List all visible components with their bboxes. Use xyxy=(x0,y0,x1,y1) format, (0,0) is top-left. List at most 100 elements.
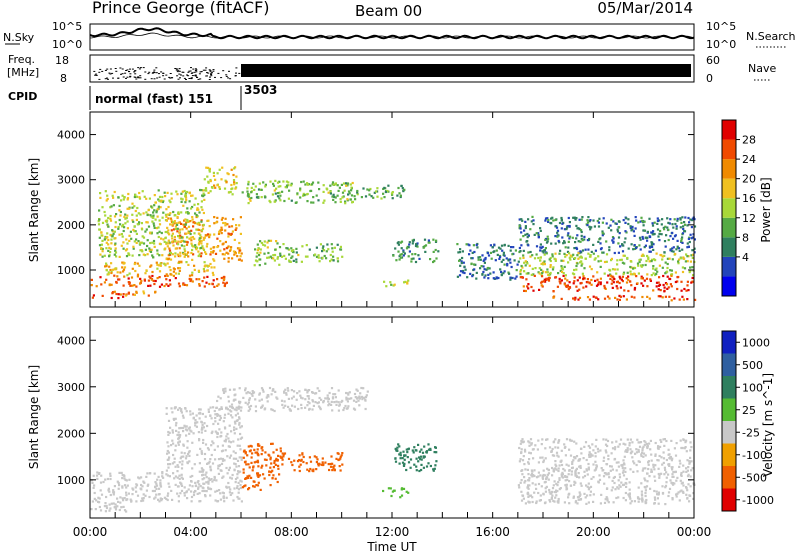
heatmap-cell xyxy=(138,264,141,267)
heatmap-cell xyxy=(238,249,241,252)
heatmap-cell xyxy=(528,458,531,461)
heatmap-cell xyxy=(331,247,334,250)
heatmap-cell xyxy=(150,232,153,235)
freq-sample xyxy=(211,72,213,74)
freq-sample xyxy=(134,73,137,75)
heatmap-cell xyxy=(558,478,561,481)
heatmap-cell xyxy=(91,481,94,484)
heatmap-cell xyxy=(298,454,301,457)
heatmap-cell xyxy=(434,464,437,467)
heatmap-cell xyxy=(509,249,512,252)
heatmap-cell xyxy=(315,468,318,471)
heatmap-cell xyxy=(126,274,129,277)
heatmap-cell xyxy=(247,180,250,183)
heatmap-cell xyxy=(183,248,186,251)
heatmap-cell xyxy=(174,225,177,228)
heatmap-cell xyxy=(544,247,547,250)
region-4 xyxy=(241,442,284,491)
heatmap-cell xyxy=(471,251,474,254)
heatmap-cell xyxy=(352,399,356,402)
heatmap-cell xyxy=(653,468,656,471)
heatmap-cell xyxy=(655,281,659,284)
freq-sample xyxy=(209,76,211,78)
heatmap-cell xyxy=(197,254,200,258)
heatmap-cell xyxy=(214,499,217,502)
heatmap-cell xyxy=(475,243,478,247)
heatmap-cell xyxy=(211,282,214,285)
region-2 xyxy=(90,274,228,288)
heatmap-cell xyxy=(321,463,324,467)
heatmap-cell xyxy=(665,481,668,484)
heatmap-cell xyxy=(633,500,636,503)
heatmap-cell xyxy=(195,214,198,217)
heatmap-cell xyxy=(547,273,550,276)
heatmap-cell xyxy=(524,220,527,223)
heatmap-cell xyxy=(539,227,542,230)
heatmap-cell xyxy=(248,474,251,477)
heatmap-cell xyxy=(208,168,211,172)
heatmap-cell xyxy=(276,397,279,400)
heatmap-cell xyxy=(114,505,117,509)
heatmap-cell xyxy=(238,224,241,227)
heatmap-cell xyxy=(97,500,100,503)
heatmap-cell xyxy=(119,210,122,214)
heatmap-cell xyxy=(689,269,692,273)
heatmap-cell xyxy=(677,258,681,261)
heatmap-cell xyxy=(535,500,538,503)
colorbar-tick-label: 100 xyxy=(742,381,763,394)
heatmap-cell xyxy=(686,224,689,227)
heatmap-cell xyxy=(330,387,334,390)
heatmap-cell xyxy=(302,192,305,195)
heatmap-cell xyxy=(427,239,430,242)
heatmap-cell xyxy=(197,269,200,272)
heatmap-cell xyxy=(119,271,122,274)
heatmap-cell xyxy=(424,244,428,247)
heatmap-cell xyxy=(405,247,409,250)
heatmap-cell xyxy=(323,254,326,258)
heatmap-cell xyxy=(539,243,542,246)
freq-sample xyxy=(228,70,230,72)
heatmap-cell xyxy=(125,498,128,502)
velocity-panel-frame xyxy=(89,316,695,519)
heatmap-cell xyxy=(489,272,492,275)
heatmap-cell xyxy=(176,230,179,233)
heatmap-cell xyxy=(199,255,203,258)
heatmap-cell xyxy=(292,259,295,262)
heatmap-cell xyxy=(475,271,478,274)
heatmap-cell xyxy=(191,216,194,219)
heatmap-cell xyxy=(199,447,202,450)
colorbar-tick-label: 20 xyxy=(742,173,756,186)
heatmap-cell xyxy=(289,260,292,263)
heatmap-cell xyxy=(109,247,112,250)
heatmap-cell xyxy=(602,251,605,254)
heatmap-cell xyxy=(156,277,159,280)
heatmap-cell xyxy=(679,479,682,482)
heatmap-cell xyxy=(315,461,318,464)
heatmap-cell xyxy=(399,457,402,460)
nave-tick-bottom: 0 xyxy=(706,72,713,85)
heatmap-cell xyxy=(403,252,406,255)
heatmap-cell xyxy=(603,284,606,288)
heatmap-cell xyxy=(156,232,159,235)
heatmap-cell xyxy=(256,451,259,454)
heatmap-cell xyxy=(200,220,203,223)
freq-sample xyxy=(210,75,213,77)
heatmap-cell xyxy=(112,196,115,199)
heatmap-cell xyxy=(514,249,517,252)
heatmap-cell xyxy=(243,449,246,452)
colorbar-tick-label: 12 xyxy=(742,212,756,225)
heatmap-cell xyxy=(103,254,106,257)
heatmap-cell xyxy=(610,489,613,492)
heatmap-cell xyxy=(216,237,219,240)
heatmap-cell xyxy=(552,440,556,443)
heatmap-cell xyxy=(248,397,251,400)
heatmap-cell xyxy=(283,254,286,257)
power-colorbar-label: Power [dB] xyxy=(759,177,773,242)
heatmap-cell xyxy=(531,482,534,485)
heatmap-cell xyxy=(255,196,259,199)
heatmap-cell xyxy=(414,260,418,264)
heatmap-cell xyxy=(180,489,184,492)
heatmap-cell xyxy=(487,266,490,270)
heatmap-cell xyxy=(182,455,185,458)
heatmap-cell xyxy=(202,223,205,226)
